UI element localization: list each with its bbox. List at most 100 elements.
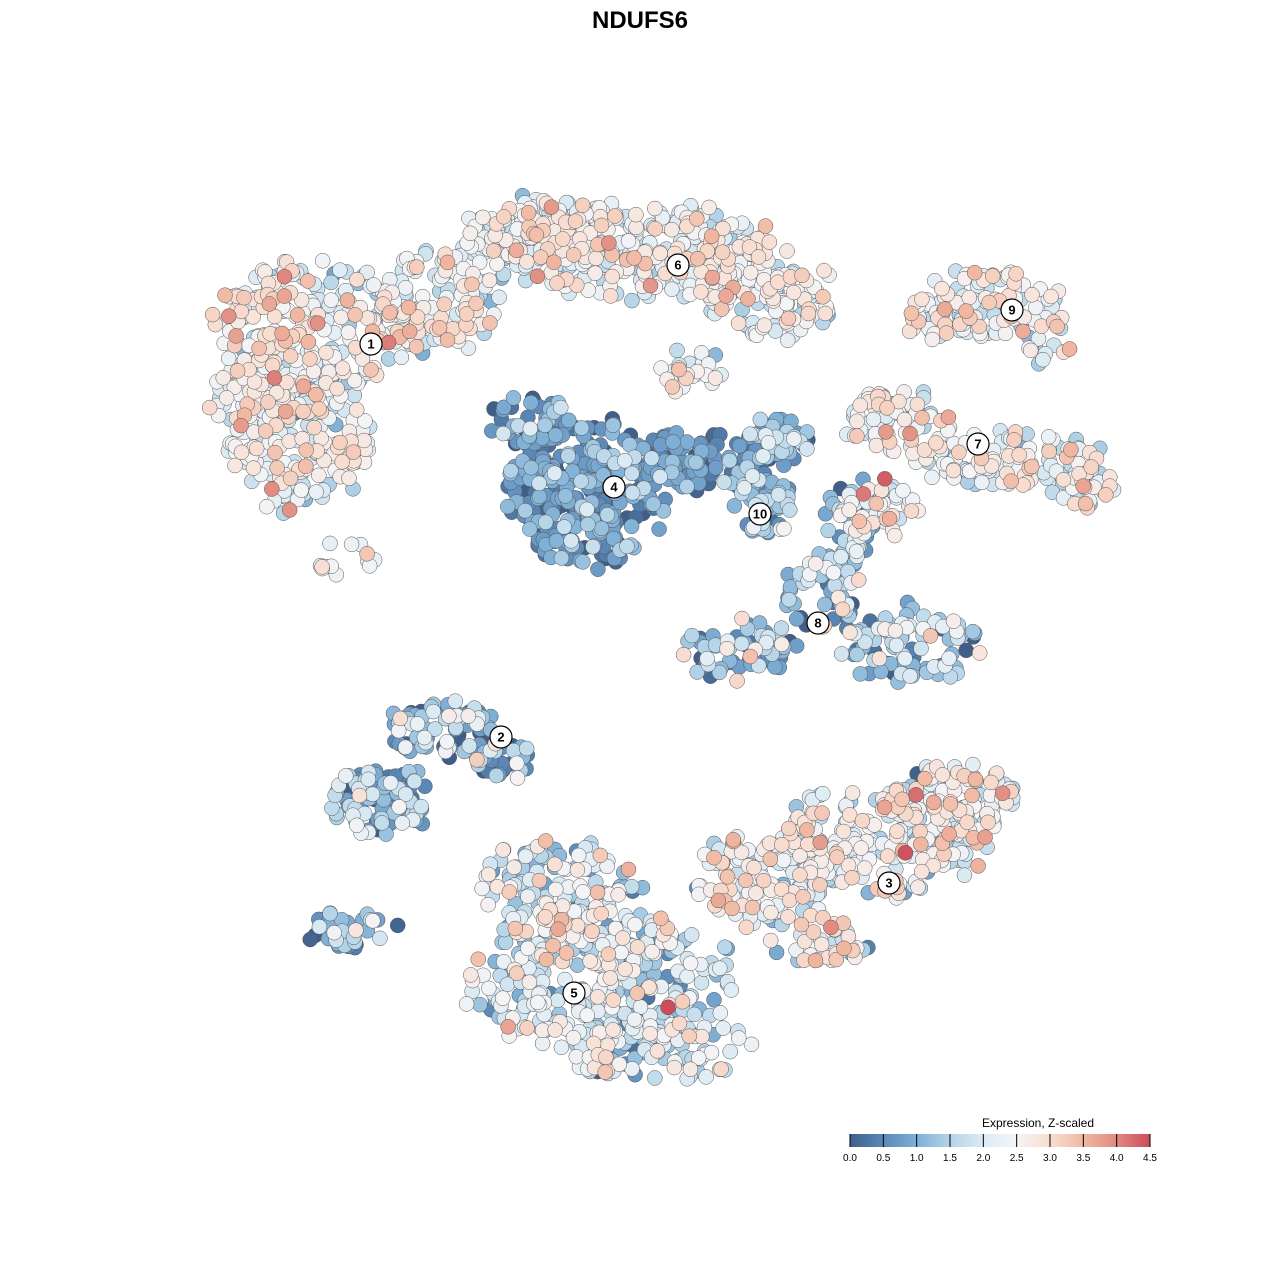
cell-point: [470, 951, 486, 967]
cell-point: [394, 815, 410, 831]
cell-point: [436, 296, 452, 312]
cell-point: [704, 269, 721, 286]
cell-point: [309, 315, 326, 331]
cell-point: [966, 264, 983, 281]
cell-point: [807, 952, 824, 969]
cell-point: [841, 807, 858, 823]
cell-point: [491, 289, 507, 306]
cell-point: [481, 980, 497, 997]
cell-point: [959, 814, 975, 830]
cell-point: [289, 307, 306, 323]
cell-point: [623, 518, 640, 535]
cell-point: [649, 1043, 666, 1059]
cell-point: [501, 884, 518, 900]
cell-point: [227, 457, 243, 474]
cell-point: [744, 899, 761, 916]
cell-point: [264, 481, 280, 497]
cell-point: [956, 867, 973, 883]
cluster-label-5: 5: [562, 981, 586, 1005]
cell-point: [257, 423, 274, 439]
cell-point: [812, 877, 828, 893]
cell-point: [588, 250, 604, 267]
cell-point: [236, 289, 252, 306]
cell-point: [522, 521, 538, 537]
cell-point: [675, 646, 692, 663]
cluster-label-9: 9: [1000, 298, 1024, 322]
cell-point: [298, 442, 314, 458]
cell-point: [850, 572, 867, 588]
cell-point: [914, 410, 930, 426]
cell-point: [547, 1022, 563, 1038]
cell-point: [605, 417, 621, 433]
cell-point: [593, 217, 610, 234]
cell-point: [573, 473, 589, 489]
cell-point: [714, 244, 731, 260]
cell-point: [322, 905, 338, 922]
cell-point: [773, 620, 790, 636]
cell-point: [341, 470, 357, 486]
cell-point: [628, 206, 644, 223]
cell-point: [774, 837, 790, 853]
cell-point: [746, 859, 762, 876]
cell-point: [671, 1015, 688, 1032]
cell-point: [800, 305, 817, 322]
cell-point: [774, 636, 790, 653]
cell-point: [689, 211, 705, 227]
cell-point: [825, 564, 842, 581]
cell-point: [215, 370, 231, 386]
cell-point: [684, 627, 700, 644]
cell-point: [592, 847, 609, 864]
cell-point: [624, 292, 640, 309]
cluster-label-7: 7: [966, 432, 990, 456]
cell-point: [293, 292, 310, 308]
cell-point: [815, 785, 831, 802]
cell-point: [610, 887, 626, 903]
cluster-label-bubble: [359, 332, 383, 356]
cell-point: [868, 437, 885, 454]
cell-point: [547, 427, 564, 443]
cell-point: [914, 291, 930, 308]
cell-point: [716, 474, 732, 490]
cell-point: [532, 249, 549, 265]
cell-point: [743, 1036, 760, 1053]
cell-point: [260, 394, 276, 410]
cell-point: [854, 812, 871, 829]
cell-point: [458, 306, 475, 322]
cell-point: [565, 1030, 582, 1046]
cell-point: [724, 900, 740, 917]
cell-point: [584, 923, 600, 940]
cell-point: [942, 796, 959, 812]
cell-point: [409, 309, 426, 325]
cell-point: [971, 645, 988, 661]
cluster-label-bubble: [666, 253, 690, 277]
cell-point: [220, 350, 237, 367]
cell-point: [934, 767, 951, 783]
cell-point: [763, 904, 779, 921]
cell-point: [626, 1011, 643, 1028]
cell-point: [226, 379, 243, 396]
cell-point: [1049, 318, 1065, 335]
cell-point: [653, 910, 669, 927]
cell-point: [711, 664, 728, 681]
cell-point: [865, 411, 882, 428]
cell-point: [397, 280, 414, 296]
cell-point: [938, 325, 955, 341]
cell-point: [615, 930, 631, 946]
cell-point: [1077, 495, 1094, 512]
cell-point: [558, 945, 575, 961]
cell-point: [607, 208, 623, 224]
cell-point: [977, 829, 993, 845]
cell-point: [363, 362, 379, 378]
cluster-label-text: 2: [497, 730, 504, 745]
cell-point: [779, 243, 795, 259]
cell-point: [715, 220, 731, 237]
cluster-label-1: 1: [359, 332, 383, 356]
cell-point: [629, 939, 646, 955]
cell-point: [876, 799, 893, 816]
cell-point: [974, 474, 990, 491]
cell-point: [339, 292, 356, 308]
cell-point: [596, 448, 612, 464]
cell-point: [334, 454, 350, 470]
cell-point: [945, 613, 962, 629]
cell-point: [835, 823, 852, 840]
